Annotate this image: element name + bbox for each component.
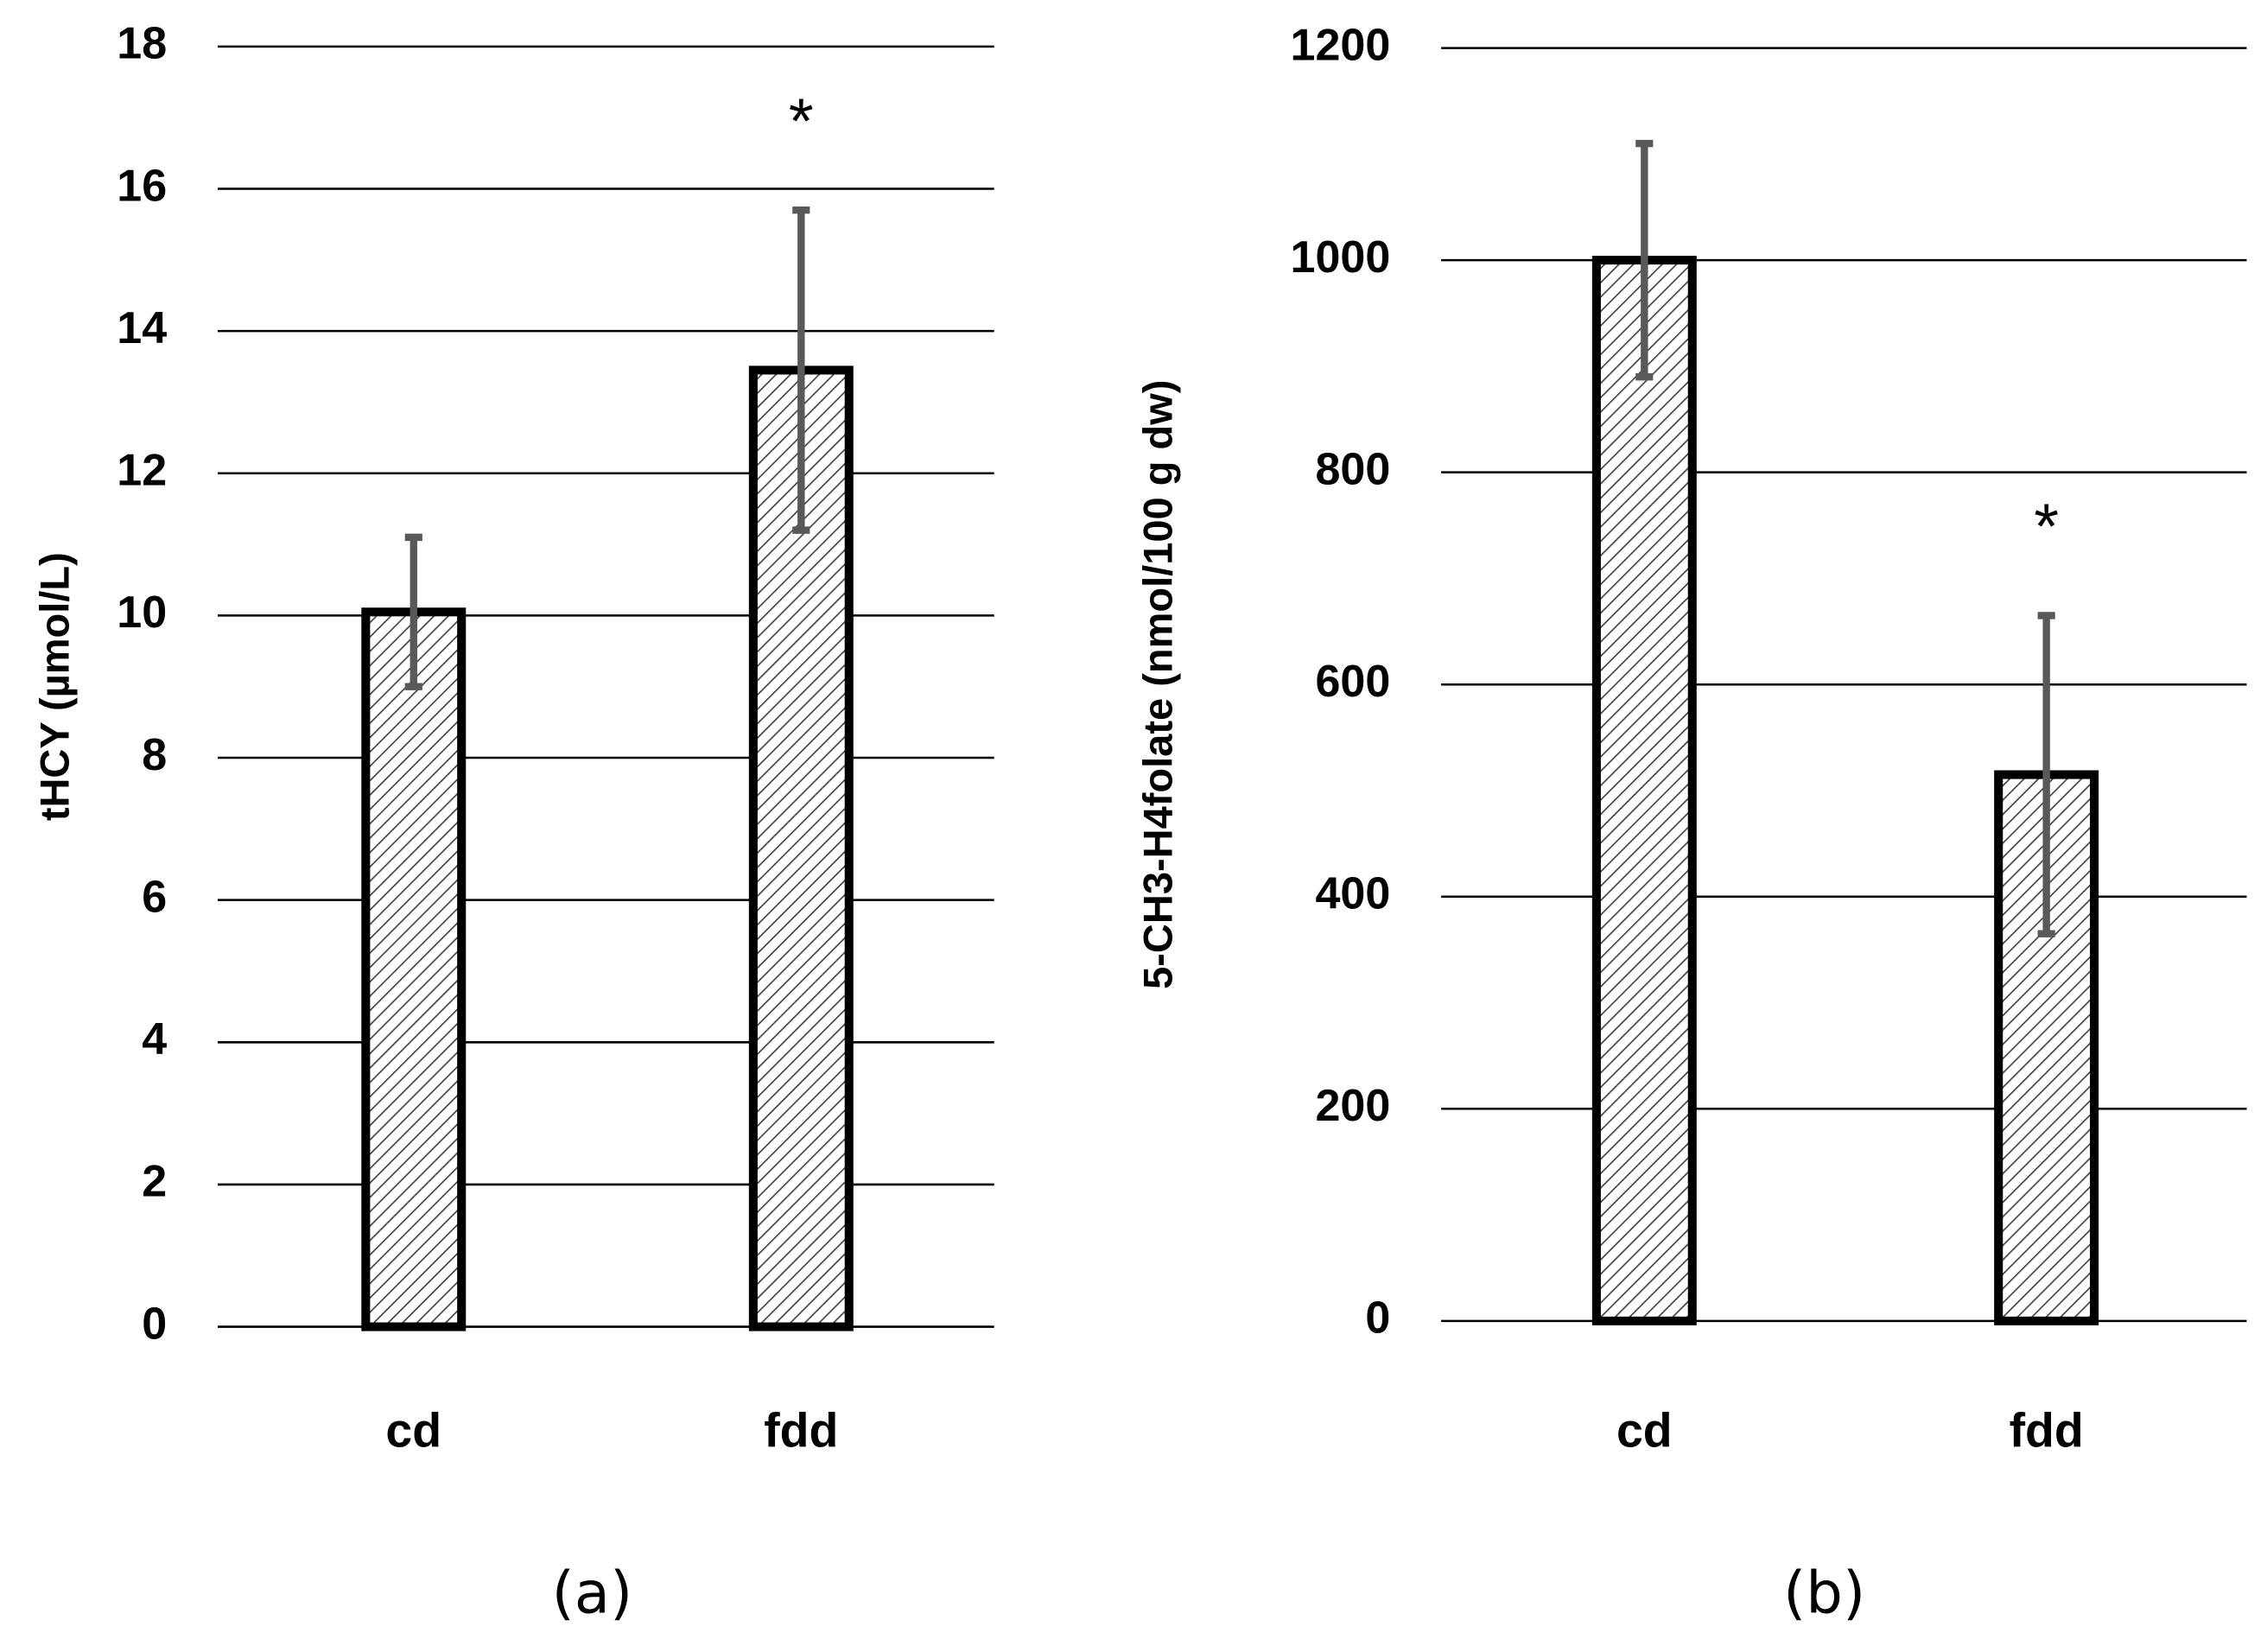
error-bar [1635, 139, 1654, 381]
panel-label: (a) [552, 1560, 633, 1627]
bar [748, 365, 854, 1331]
annotation: * [2034, 491, 2059, 562]
y-tick-label: 600 [1315, 657, 1390, 707]
x-tick-label: fdd [764, 1404, 838, 1458]
y-tick-label: 18 [117, 19, 167, 69]
y-tick-label: 0 [142, 1299, 167, 1349]
x-tick-label: cd [1616, 1404, 1673, 1458]
y-tick-label: 16 [117, 161, 167, 211]
x-tick-label: fdd [2010, 1404, 2084, 1458]
y-tick-label: 14 [117, 303, 167, 353]
y-tick-label: 400 [1315, 869, 1390, 919]
y-tick-label: 6 [142, 872, 167, 922]
y-tick-label: 1000 [1291, 232, 1391, 283]
error-bar [2037, 612, 2055, 937]
y-tick-label: 2 [142, 1157, 167, 1207]
y-tick-label: 1200 [1291, 20, 1391, 70]
y-axis-label: 5-CH3-H4folate (nmol/100 g dw) [1134, 380, 1180, 989]
bar [1591, 256, 1697, 1325]
annotation: * [789, 85, 814, 156]
x-tick-label: cd [385, 1404, 441, 1458]
error-bar [792, 206, 810, 534]
y-tick-label: 10 [117, 588, 167, 638]
error-bar [404, 533, 422, 690]
y-tick-label: 0 [1365, 1293, 1390, 1344]
y-tick-label: 8 [142, 730, 167, 780]
bar [361, 607, 467, 1331]
y-axis-label: tHCY (µmol/L) [32, 552, 78, 821]
y-tick-label: 4 [142, 1014, 167, 1064]
panel-label: (b) [1783, 1560, 1865, 1627]
y-tick-label: 800 [1315, 444, 1390, 494]
y-tick-label: 12 [117, 446, 167, 496]
y-tick-label: 200 [1315, 1081, 1390, 1131]
